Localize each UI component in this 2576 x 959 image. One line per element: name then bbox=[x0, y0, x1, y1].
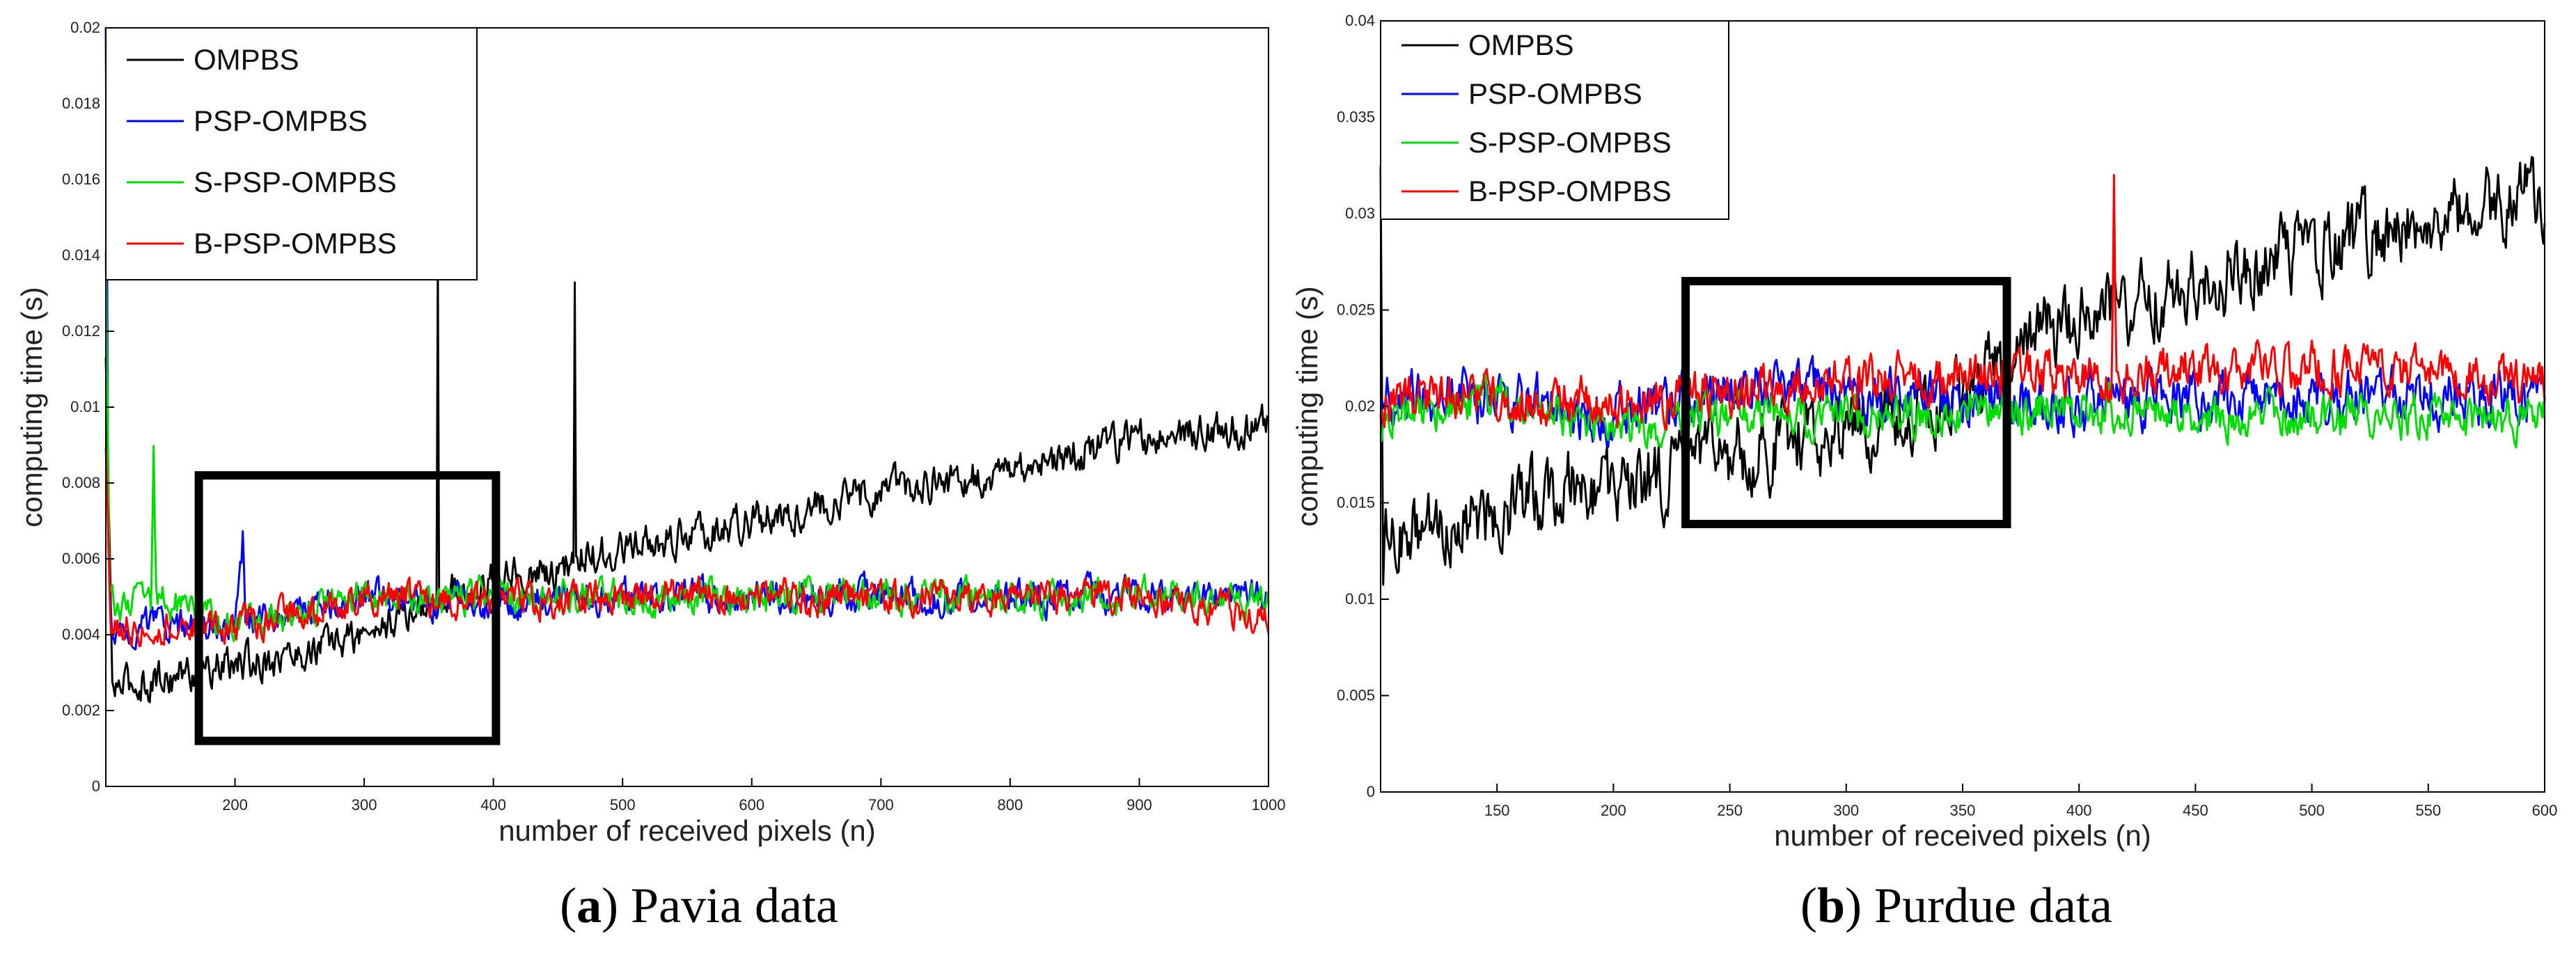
legend-label: B-PSP-OMPBS bbox=[1468, 175, 1672, 207]
chart-purdue: 150 200 250 300 350 400 450 500 550 600 0 0.005 0.01… bbox=[1291, 12, 2557, 852]
legend-label: S-PSP-OMPBS bbox=[1468, 126, 1672, 159]
y-tick-label: 0.014 bbox=[62, 246, 100, 264]
y-tick-label: 0.03 bbox=[1345, 205, 1375, 222]
legend: OMPBS PSP-OMPBS S-PSP-OMPBS B-PSP-OMPBS bbox=[105, 27, 478, 280]
series-layer bbox=[104, 27, 1270, 704]
y-tick-label: 0.01 bbox=[70, 398, 100, 415]
x-tick-label: 1000 bbox=[1252, 796, 1286, 814]
y-axis-label: computing time (s) bbox=[15, 287, 48, 527]
x-tick-label: 200 bbox=[222, 796, 248, 814]
x-tick-label: 700 bbox=[868, 796, 894, 814]
y-tick-label: 0.016 bbox=[62, 171, 100, 188]
y-tick-label: 0.015 bbox=[1337, 494, 1375, 512]
x-tick-label: 550 bbox=[2415, 802, 2441, 819]
x-tick-label: 300 bbox=[352, 796, 377, 814]
highlight-box bbox=[194, 471, 501, 745]
y-tick-label: 0.006 bbox=[62, 550, 100, 567]
caption-b: (b) Purdue data bbox=[1800, 878, 2112, 933]
x-tick-label: 400 bbox=[2066, 802, 2092, 819]
series-line-ompbs bbox=[1379, 156, 2546, 586]
legend-label: PSP-OMPBS bbox=[194, 104, 368, 137]
axis-ticks: 150 200 250 300 350 400 450 500 550 600 0 0.005 0.01… bbox=[1337, 12, 2557, 819]
y-tick-label: 0.018 bbox=[62, 95, 100, 112]
x-tick-label: 250 bbox=[1717, 802, 1743, 819]
y-tick-label: 0.02 bbox=[1345, 397, 1375, 415]
legend-label: S-PSP-OMPBS bbox=[194, 166, 397, 198]
series-line-b-psp-ompbs bbox=[104, 447, 1270, 647]
y-tick-label: 0.025 bbox=[1337, 301, 1375, 319]
series-line-ompbs bbox=[104, 259, 1270, 704]
legend-box bbox=[1380, 20, 1729, 220]
x-tick-label: 350 bbox=[1950, 802, 1976, 819]
x-tick-label: 400 bbox=[480, 796, 506, 814]
chart-pavia: 200 300 400 500 600 700 800 900 1000 0 0.002 0.004 0… bbox=[15, 19, 1285, 847]
series-line-s-psp-ompbs bbox=[1379, 373, 2546, 450]
x-tick-label: 150 bbox=[1484, 802, 1510, 819]
caption-a-open: ( bbox=[560, 878, 576, 933]
x-tick-label: 800 bbox=[998, 796, 1023, 814]
x-axis-label: number of received pixels (n) bbox=[498, 814, 876, 847]
y-tick-label: 0.01 bbox=[1345, 590, 1375, 608]
axis-ticks: 200 300 400 500 600 700 800 900 1000 0 0.002 0.004 0… bbox=[62, 19, 1286, 814]
y-tick-label: 0 bbox=[1367, 783, 1375, 800]
legend-label: OMPBS bbox=[194, 43, 299, 76]
caption-b-text: ) Purdue data bbox=[1845, 878, 2112, 933]
y-tick-label: 0.035 bbox=[1337, 109, 1375, 126]
y-axis-label: computing time (s) bbox=[1291, 286, 1324, 526]
x-tick-label: 200 bbox=[1601, 802, 1626, 819]
y-tick-label: 0.04 bbox=[1345, 12, 1375, 29]
x-tick-label: 300 bbox=[1833, 802, 1859, 819]
y-tick-label: 0.005 bbox=[1337, 687, 1375, 704]
series-layer bbox=[1379, 156, 2546, 586]
caption-b-letter: b bbox=[1817, 878, 1845, 933]
x-tick-label: 500 bbox=[2299, 802, 2325, 819]
y-tick-label: 0.004 bbox=[62, 626, 100, 643]
caption-a-letter: a bbox=[576, 878, 602, 933]
y-tick-label: 0.008 bbox=[62, 474, 100, 491]
x-axis-label: number of received pixels (n) bbox=[1774, 819, 2151, 852]
caption-a: (a) Pavia data bbox=[560, 878, 838, 933]
x-tick-label: 500 bbox=[610, 796, 636, 814]
y-tick-label: 0.012 bbox=[62, 322, 100, 340]
series-line-b-psp-ompbs bbox=[1379, 174, 2546, 431]
x-tick-label: 900 bbox=[1126, 796, 1152, 814]
y-tick-label: 0.02 bbox=[70, 19, 100, 36]
caption-a-text: ) Pavia data bbox=[602, 878, 838, 933]
legend-label: OMPBS bbox=[1468, 29, 1574, 61]
highlight-box bbox=[1681, 276, 2011, 528]
x-tick-label: 600 bbox=[2532, 802, 2558, 819]
y-tick-label: 0.002 bbox=[62, 702, 100, 719]
caption-b-open: ( bbox=[1800, 878, 1817, 933]
y-tick-label: 0 bbox=[92, 777, 100, 795]
legend-label: B-PSP-OMPBS bbox=[194, 227, 397, 260]
x-tick-label: 600 bbox=[739, 796, 764, 814]
legend-label: PSP-OMPBS bbox=[1468, 77, 1642, 110]
legend: OMPBS PSP-OMPBS S-PSP-OMPBS B-PSP-OMPBS bbox=[1380, 20, 1729, 220]
x-tick-label: 450 bbox=[2183, 802, 2208, 819]
legend-box bbox=[105, 27, 478, 280]
